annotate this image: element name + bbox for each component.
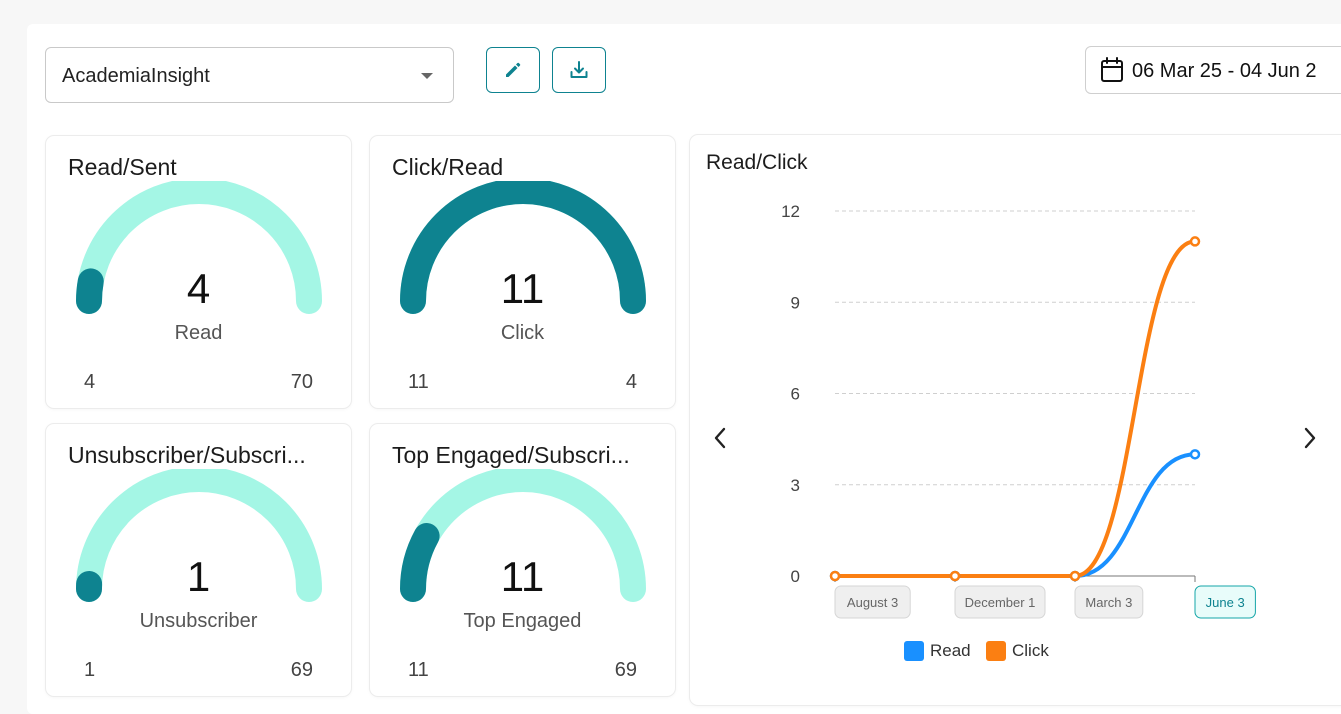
y-tick-label: 6	[791, 385, 800, 404]
gauge-value: 11	[370, 265, 675, 313]
x-tick-label: December 1	[965, 595, 1036, 610]
account-select[interactable]: AcademiaInsight	[45, 47, 454, 103]
series-line-read	[835, 454, 1195, 576]
data-point-read	[1191, 450, 1199, 458]
gauge-card-unsubscriber: Unsubscriber/Subscri... 1 Unsubscriber 1…	[46, 424, 351, 696]
data-point-click	[951, 572, 959, 580]
gauge-min: 1	[84, 659, 95, 682]
series-line-click	[835, 241, 1195, 576]
gauge-title: Click/Read	[392, 154, 657, 181]
legend-label-click: Click	[1012, 641, 1049, 661]
edit-button[interactable]	[486, 47, 540, 93]
gauge-title: Unsubscriber/Subscri...	[68, 442, 333, 469]
legend-item-read[interactable]: Read	[904, 641, 971, 661]
gauge-min: 11	[408, 371, 429, 394]
x-tick-label: August 3	[847, 595, 898, 610]
gauge-card-click-read: Click/Read 11 Click 11 4	[370, 136, 675, 408]
gauge-label: Click	[370, 322, 675, 345]
gauge-card-top-engaged: Top Engaged/Subscri... 11 Top Engaged 11…	[370, 424, 675, 696]
gauge-title: Top Engaged/Subscri...	[392, 442, 657, 469]
gauge-max: 69	[291, 659, 313, 682]
x-tick-label: June 3	[1206, 595, 1245, 610]
pencil-icon	[503, 60, 523, 80]
gauge-card-read-sent: Read/Sent 4 Read 4 70	[46, 136, 351, 408]
gauge-max: 4	[626, 371, 637, 394]
gauge-max: 69	[615, 659, 637, 682]
caret-down-icon	[421, 73, 433, 79]
gauge-max: 70	[291, 371, 313, 394]
data-point-click	[1071, 572, 1079, 580]
y-tick-label: 0	[791, 567, 800, 586]
gauge-value: 4	[46, 265, 351, 313]
y-tick-label: 3	[791, 476, 800, 495]
calendar-icon	[1100, 57, 1124, 83]
gauge-label: Unsubscriber	[46, 610, 351, 633]
y-tick-label: 9	[791, 293, 800, 312]
data-point-click	[831, 572, 839, 580]
legend-swatch-click	[986, 641, 1006, 661]
legend-label-read: Read	[930, 641, 971, 661]
data-point-click	[1191, 237, 1199, 245]
date-range-text: 06 Mar 25 - 04 Jun 2	[1132, 60, 1317, 83]
gauge-value: 11	[370, 553, 675, 601]
gauge-label: Read	[46, 322, 351, 345]
gauge-min: 4	[84, 371, 95, 394]
legend-swatch-read	[904, 641, 924, 661]
gauge-label: Top Engaged	[370, 610, 675, 633]
download-button[interactable]	[552, 47, 606, 93]
y-tick-label: 12	[781, 202, 800, 221]
download-icon	[568, 59, 590, 81]
gauge-min: 11	[408, 659, 429, 682]
line-chart: 0 3 6 9 12 August 3 December 1 March 3 June 3	[690, 135, 1310, 635]
gauge-title: Read/Sent	[68, 154, 333, 181]
gauge-value: 1	[46, 553, 351, 601]
account-select-value: AcademiaInsight	[62, 65, 210, 88]
legend-item-click[interactable]: Click	[986, 641, 1049, 661]
date-range-button[interactable]: 06 Mar 25 - 04 Jun 2	[1085, 46, 1341, 94]
x-tick-label: March 3	[1085, 595, 1132, 610]
